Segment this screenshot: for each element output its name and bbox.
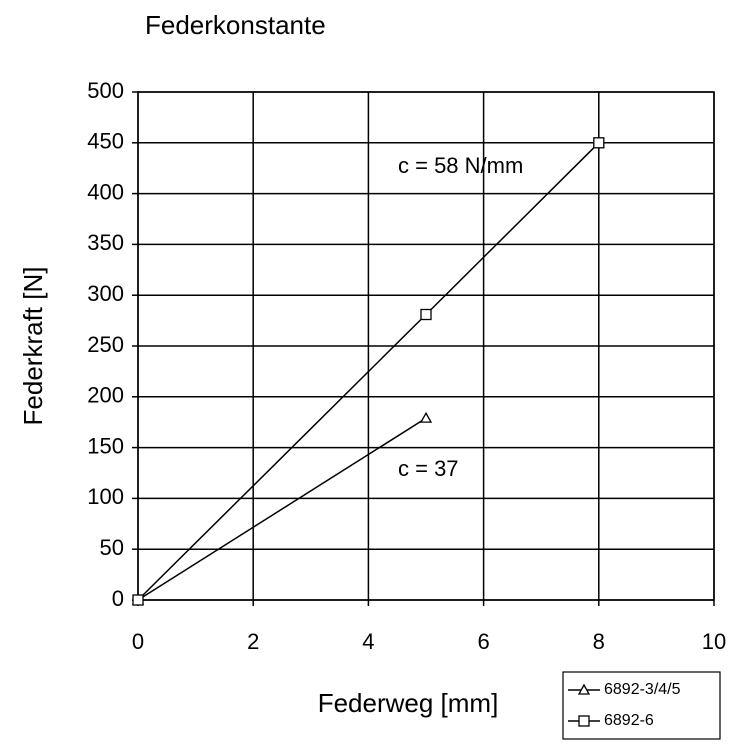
marker <box>419 411 433 423</box>
plot-frame <box>137 91 715 601</box>
annotation: c = 58 N/mm <box>398 153 523 178</box>
y-tick-label: 50 <box>100 535 124 560</box>
y-tick-label: 150 <box>87 433 124 458</box>
x-tick-label: 2 <box>247 629 259 654</box>
chart-title: Federkonstante <box>145 10 326 40</box>
x-tick-label: 6 <box>477 629 489 654</box>
legend-label: 6892-3/4/5 <box>604 681 681 698</box>
y-tick-label: 250 <box>87 332 124 357</box>
y-tick-label: 350 <box>87 230 124 255</box>
x-axis-label: Federweg [mm] <box>318 688 499 718</box>
marker <box>593 137 605 149</box>
y-tick-label: 300 <box>87 281 124 306</box>
y-tick-label: 450 <box>87 129 124 154</box>
x-tick-label: 0 <box>132 629 144 654</box>
y-tick-label: 100 <box>87 484 124 509</box>
x-tick-label: 4 <box>362 629 374 654</box>
legend-marker <box>578 715 590 727</box>
series-line <box>137 417 427 601</box>
marker <box>420 308 432 321</box>
y-tick-label: 200 <box>87 383 124 408</box>
y-tick-label: 0 <box>112 586 124 611</box>
annotation: c = 37 <box>398 456 459 481</box>
y-tick-label: 400 <box>87 179 124 204</box>
y-tick-label: 500 <box>87 78 124 103</box>
x-tick-label: 8 <box>593 629 605 654</box>
x-tick-label: 10 <box>702 629 726 654</box>
legend-label: 6892-6 <box>604 712 654 729</box>
legend-marker <box>577 683 591 695</box>
legend-box <box>562 671 721 740</box>
marker <box>132 594 144 606</box>
y-axis-label: Federkraft [N] <box>18 267 48 426</box>
legend: 6892-3/4/5 6892-6 <box>562 671 721 740</box>
